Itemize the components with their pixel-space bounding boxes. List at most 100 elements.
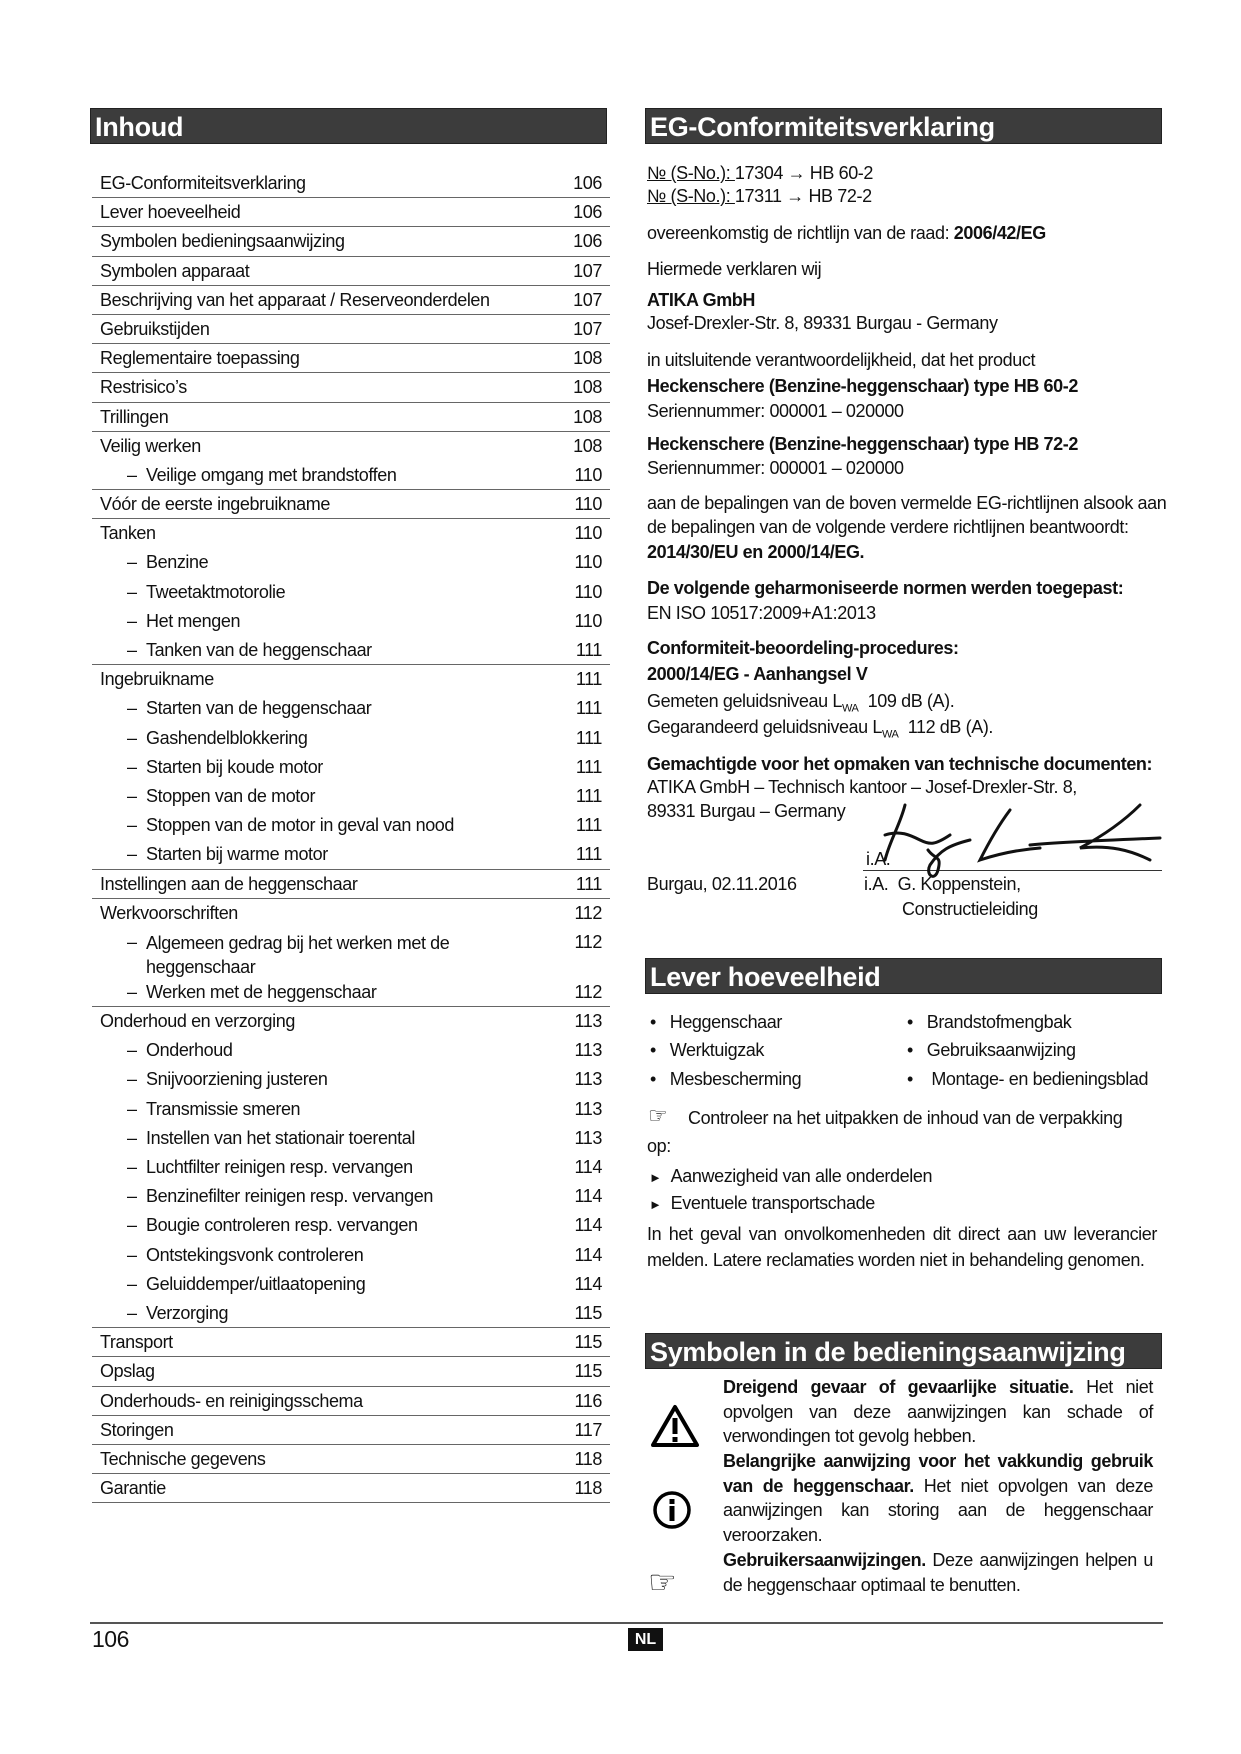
toc-entry[interactable]: – Ontstekingsvonk controleren 114 [92,1241,610,1270]
toc-entry[interactable]: Ingebruikname 111 [92,665,610,694]
toc-entry-page: 108 [573,348,602,369]
authorized-2: 89331 Burgau – Germany [647,801,846,821]
toc-entry[interactable]: Garantie 118 [92,1474,610,1504]
toc-entry-label: Gashendelblokkering [146,727,308,748]
toc-entry-page: 115 [574,1302,603,1323]
toc-entry[interactable]: – Het mengen 110 [92,607,610,636]
toc-entry-page: 113 [574,1098,603,1119]
norms-title: De volgende geharmoniseerde normen werde… [647,578,1124,598]
delivery-item: • Brandstofmengbak [907,1012,1072,1032]
toc-entry[interactable]: Tanken 110 [92,519,610,548]
toc-entry-label: Tweetaktmotorolie [146,581,286,602]
toc-entry[interactable]: Gebruikstijden 107 [92,315,610,345]
toc-entry[interactable]: Trillingen 108 [92,403,610,432]
toc-entry[interactable]: – Geluiddemper/uitlaatopening 114 [92,1270,610,1299]
toc-entry[interactable]: Instellingen aan de heggenschaar 111 [92,870,610,899]
toc-entry[interactable]: – Instellen van het stationair toerental 1… [92,1124,610,1153]
delivery-item-label: Mesbescherming [669,1069,802,1089]
toc-entry[interactable]: – Onderhoud 113 [92,1036,610,1065]
delivery-item-label: Gebruiksaanwijzing [926,1040,1076,1060]
pointing-hand-icon: ☞ [648,1103,668,1128]
toc-entry-page: 111 [575,727,603,748]
toc-entry-page: 110 [574,610,603,631]
toc-entry[interactable]: – Starten bij warme motor 111 [92,840,610,870]
dash-bullet: – [127,756,137,777]
check-item-label: Aanwezigheid van alle onderdelen [670,1166,933,1186]
delivery-item-label: Werktuigzak [669,1040,765,1060]
toc-entry-page: 111 [575,785,603,806]
toc-entry[interactable]: Veilig werken 108 [92,432,610,461]
signer-role: Constructieleiding [902,899,1038,919]
check-item: ► Eventuele transportschade [649,1192,875,1216]
dash-bullet: – [127,581,137,602]
responsibility-text: in uitsluitende verantwoordelijkheid, da… [647,350,1036,370]
toc-entry[interactable]: Beschrijving van het apparaat / Reserveo… [92,286,610,315]
toc-entry[interactable]: Vóór de eerste ingebruikname 110 [92,490,610,520]
toc-entry-page: 110 [574,464,603,485]
toc-entry[interactable]: Symbolen bedieningsaanwijzing 106 [92,227,610,257]
toc-entry[interactable]: Onderhouds- en reinigingsschema 116 [92,1387,610,1416]
symbol-desc-warning: Dreigend gevaar of gevaarlijke situatie.… [723,1375,1153,1449]
toc-entry[interactable]: – Benzine 110 [92,548,610,577]
toc-entry-label: Luchtfilter reinigen resp. vervangen [146,1157,413,1177]
toc-entry[interactable]: – Transmissie smeren 113 [92,1095,610,1124]
place-date: Burgau, 02.11.2016 [647,874,797,894]
toc-entry-page: 107 [573,289,602,310]
delivery-item: • Gebruiksaanwijzing [907,1040,1076,1060]
toc-entry[interactable]: – Bougie controleren resp. vervangen 114 [92,1211,610,1240]
authorized-1: ATIKA GmbH – Technisch kantoor – Josef-D… [647,777,1077,797]
provisions-2: de bepalingen van de volgende verdere ri… [647,517,1129,537]
guaranteed-sub: WA [881,728,899,741]
toc-entry[interactable]: Technische gegevens 118 [92,1445,610,1475]
toc-entry-page: 110 [574,552,603,573]
toc-entry[interactable]: – Veilige omgang met brandstoffen 110 [92,461,610,491]
toc-entry-label: Beschrijving van het apparaat / Reserveo… [100,289,490,310]
toc-entry-page: 111 [575,815,603,836]
toc-entry-page: 108 [573,406,602,427]
toc-entry[interactable]: – Tweetaktmotorolie 110 [92,578,610,607]
toc-entry-label: Technische gegevens [100,1448,266,1469]
toc-entry[interactable]: – Tanken van de heggenschaar 111 [92,636,610,666]
toc-entry[interactable]: Storingen 117 [92,1416,610,1445]
toc-entry[interactable]: Symbolen apparaat 107 [92,257,610,286]
toc-entry[interactable]: – Benzinefilter reinigen resp. vervangen 1… [92,1182,610,1211]
toc-entry-label: Instellingen aan de heggenschaar [100,873,358,894]
toc-entry[interactable]: Transport 115 [92,1328,610,1358]
toc-entry[interactable]: – Verzorging 115 [92,1299,610,1329]
directive: 2006/42/EG [953,223,1046,243]
toc-entry[interactable]: – Snijvoorziening justeren 113 [92,1065,610,1094]
toc-entry-page: 111 [575,873,603,894]
toc-entry[interactable]: – Luchtfilter reinigen resp. vervangen 114 [92,1153,610,1182]
dash-bullet: – [127,1273,137,1294]
toc-entry-label: Transport [100,1332,173,1353]
toc-entry[interactable]: – Stoppen van de motor in geval van nood 1… [92,811,610,840]
dash-bullet: – [127,1127,137,1148]
dash-bullet: – [127,727,137,748]
toc-entry[interactable]: – Starten bij koude motor 111 [92,753,610,782]
toc-entry[interactable]: Opslag 115 [92,1357,610,1387]
toc-entry-page: 113 [574,1040,603,1061]
toc-entry[interactable]: Restrisico’s 108 [92,373,610,403]
toc-entry[interactable]: Reglementaire toepassing 108 [92,344,610,374]
toc-entry[interactable]: Lever hoeveelheid 106 [92,198,610,228]
toc-entry[interactable]: Werkvoorschriften 112 [92,899,610,928]
toc-entry[interactable]: Onderhoud en verzorging 113 [92,1007,610,1036]
toc-entry-page: 111 [575,698,603,719]
toc-entry[interactable]: EG-Conformiteitsverklaring 106 [92,169,610,199]
toc-entry-page: 108 [573,377,602,398]
toc-heading: Inhoud [90,108,607,144]
toc-entry[interactable]: – Stoppen van de motor 111 [92,782,610,811]
toc-entry[interactable]: – Starten van de heggenschaar 111 [92,694,610,723]
toc-entry[interactable]: – Algemeen gedrag bij het werken met de h… [92,928,610,978]
toc-entry-label: Onderhouds- en reinigingsschema [100,1390,363,1411]
dash-bullet: – [127,815,137,836]
signature-line [863,870,1162,871]
product-2: Heckenschere (Benzine-heggenschaar) type… [647,434,1078,454]
dash-bullet: – [127,1302,137,1323]
symbol-desc-info: Belangrijke aanwijzing voor het vakkundi… [723,1449,1153,1548]
directives: 2014/30/EU en 2000/14/EG. [647,542,865,562]
toc-entry[interactable]: – Gashendelblokkering 111 [92,724,610,753]
toc-entry[interactable]: – Werken met de heggenschaar 112 [92,978,610,1008]
directive-text: overeenkomstig de richtlijn van de raad: [647,223,954,243]
footer-divider [90,1622,1163,1624]
